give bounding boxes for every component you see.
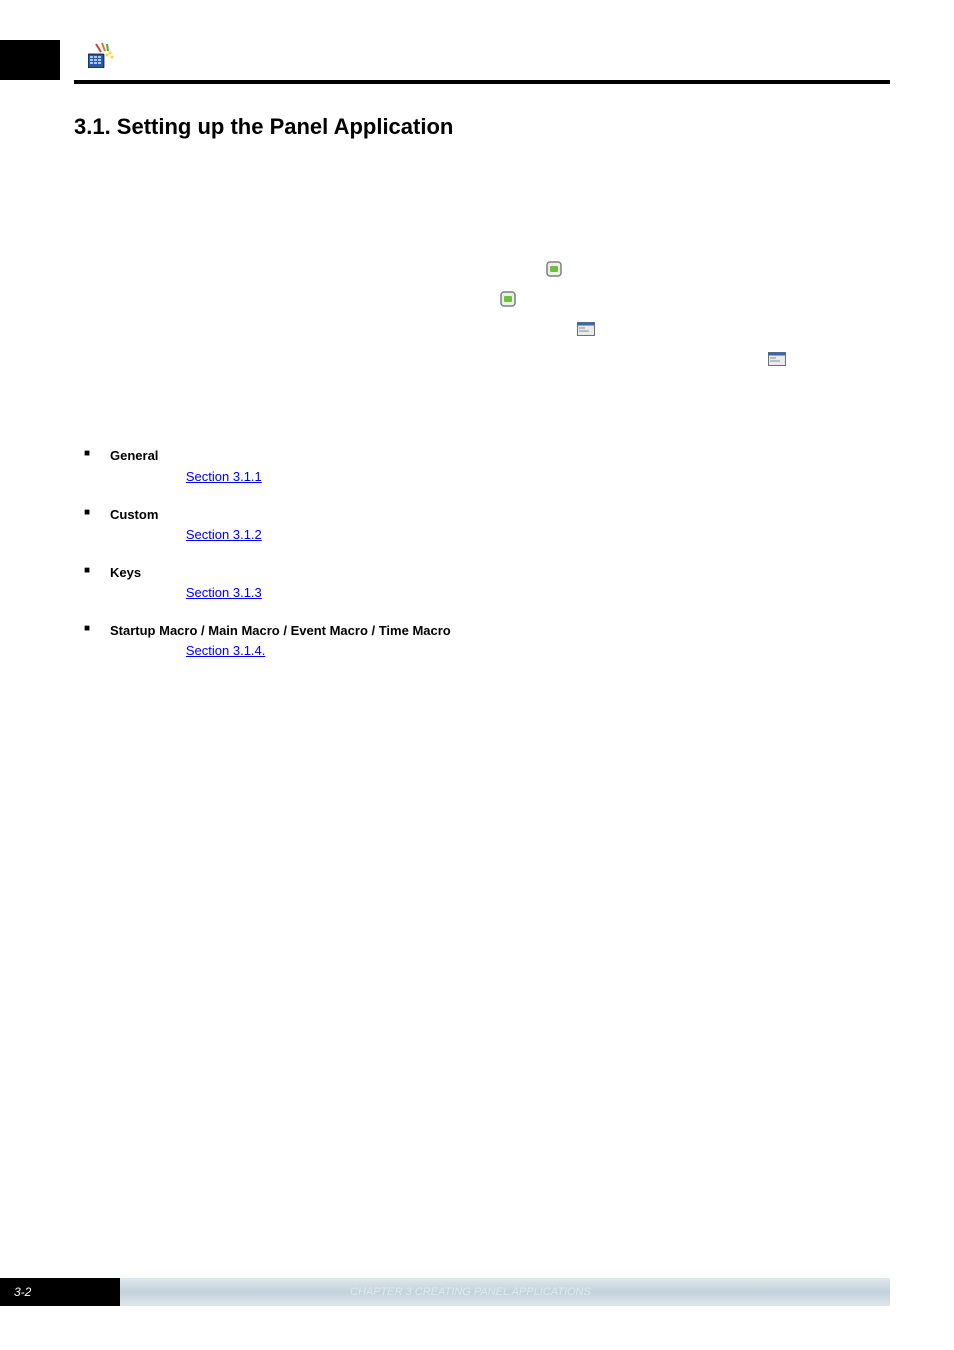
general-setup-popup-icon xyxy=(768,351,786,365)
method-1-text: 1) In the PM's Project Manager window, d… xyxy=(74,261,540,276)
header-app-icon xyxy=(88,42,114,68)
intro-line-3: 3) In the PM's menu bar, click Panel > G… xyxy=(74,317,890,338)
list-item-general: General Described in Section 3.1.1 xyxy=(74,446,890,486)
footer-page-number: 3-2 xyxy=(0,1278,120,1306)
footer-chapter-label: CHAPTER 3 CREATING PANEL APPLICATIONS xyxy=(120,1278,890,1306)
intro-line-1: 1) In the PM's Project Manager window, d… xyxy=(74,258,890,279)
general-setup-toolbar-icon xyxy=(577,321,595,335)
link-general[interactable]: Section 3.1.1 xyxy=(186,469,262,484)
label-custom: Custom xyxy=(110,507,158,522)
label-general: General xyxy=(110,448,158,463)
link-custom[interactable]: Section 3.1.2 xyxy=(186,527,262,542)
method-2-suffix: ) and select General Setup; OR xyxy=(522,290,703,305)
desc-custom: Described in xyxy=(110,527,186,542)
label-macros: Startup Macro / Main Macro / Event Macro… xyxy=(110,623,451,638)
intro-line-4: 4) In any screen window, right-click the… xyxy=(74,346,890,367)
header-rule xyxy=(74,80,890,84)
intro-paragraph: A panel application is a program designe… xyxy=(74,164,890,250)
desc-keys: Described in xyxy=(110,585,186,600)
settings-intro: The General Setup dialog box can have th… xyxy=(74,382,890,425)
panel-app-node-icon-2 xyxy=(500,291,516,307)
list-item-custom: Custom Described in Section 3.1.2 xyxy=(74,505,890,545)
intro-text-1: A panel application is a program designe… xyxy=(74,167,866,246)
panel-app-node-icon xyxy=(546,261,562,277)
method-3-suffix: on the Panel toolbar; OR xyxy=(601,320,744,335)
intro-line-2: 2) In the Project Manager window, right-… xyxy=(74,287,890,308)
desc-general: Described in xyxy=(110,469,186,484)
method-2-text: 2) In the Project Manager window, right-… xyxy=(74,290,495,305)
link-macros[interactable]: Section 3.1.4. xyxy=(186,643,266,658)
list-item-macros: Startup Macro / Main Macro / Event Macro… xyxy=(74,621,890,661)
page-content: 3.1. Setting up the Panel Application A … xyxy=(74,114,890,680)
list-item-keys: Keys Described in Section 3.1.3 xyxy=(74,563,890,603)
method-1-suffix: ) of the application; OR xyxy=(568,261,701,276)
desc-macros: Described in xyxy=(110,643,186,658)
method-3-text: 3) In the PM's menu bar, click Panel > G… xyxy=(74,320,575,335)
section-title: 3.1. Setting up the Panel Application xyxy=(74,114,890,140)
label-keys: Keys xyxy=(110,565,141,580)
chapter-black-bar xyxy=(0,40,60,80)
settings-list: General Described in Section 3.1.1 Custo… xyxy=(74,446,890,661)
method-4-text: 4) In any screen window, right-click the… xyxy=(74,349,766,364)
link-keys[interactable]: Section 3.1.3 xyxy=(186,585,262,600)
page-footer: 3-2 CHAPTER 3 CREATING PANEL APPLICATION… xyxy=(0,1278,890,1306)
